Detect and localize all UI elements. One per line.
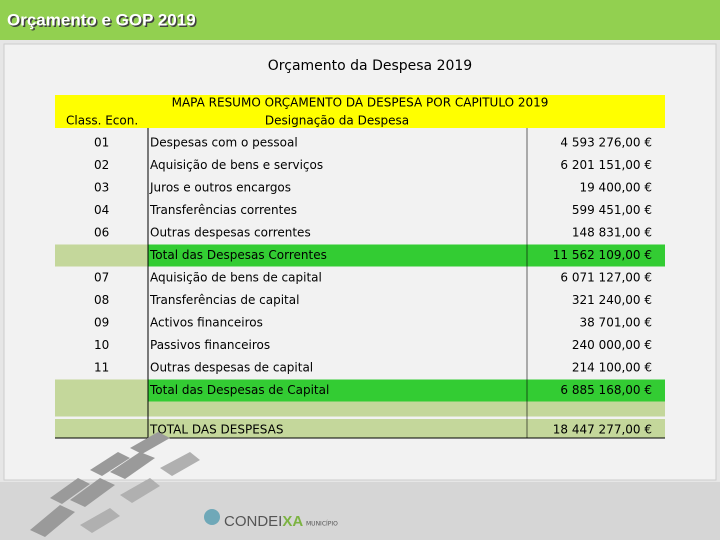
class-code: 07	[94, 271, 109, 285]
subtotal-band	[148, 379, 665, 402]
class-code: 09	[94, 316, 109, 330]
description: Outras despesas correntes	[150, 226, 311, 240]
description: Juros e outros encargos	[149, 181, 291, 195]
amount: 11 562 109,00 €	[553, 248, 652, 262]
logo-sub: MUNICÍPIO	[306, 521, 338, 528]
caption-band	[55, 95, 665, 128]
amount: 38 701,00 €	[579, 316, 652, 330]
class-code: 04	[94, 203, 109, 217]
amount: 148 831,00 €	[572, 226, 652, 240]
subtotal-band	[148, 244, 665, 267]
column-header: Class. Econ.	[66, 114, 138, 128]
slide-title: Orçamento da Despesa 2019	[268, 58, 472, 74]
class-code: 01	[94, 136, 109, 150]
logo-text: CONDEIXA	[224, 513, 303, 530]
description: Passivos financeiros	[150, 338, 270, 352]
description: Aquisição de bens e serviços	[150, 158, 323, 172]
class-code: 11	[94, 361, 109, 375]
amount: 6 071 127,00 €	[560, 271, 652, 285]
amount: 19 400,00 €	[579, 181, 652, 195]
description: Total das Despesas de Capital	[149, 383, 329, 397]
description: Transferências de capital	[149, 293, 299, 307]
header-bar	[0, 0, 720, 40]
class-code: 06	[94, 226, 109, 240]
logo-pattern	[30, 432, 220, 537]
class-code: 02	[94, 158, 109, 172]
header-shadow: Orçamento e GOP 2019	[9, 12, 198, 31]
description: Total das Despesas Correntes	[149, 248, 327, 262]
amount: 6 885 168,00 €	[560, 383, 652, 397]
class-code: 10	[94, 338, 109, 352]
description: Activos financeiros	[150, 316, 263, 330]
description: Despesas com o pessoal	[150, 136, 298, 150]
column-header: Designação da Despesa	[265, 114, 409, 128]
footer	[0, 482, 720, 540]
class-code: 03	[94, 181, 109, 195]
amount: 599 451,00 €	[572, 203, 652, 217]
subtotal-band-light	[55, 379, 148, 402]
logo-part: XA	[282, 513, 303, 530]
amount: 6 201 151,00 €	[560, 158, 652, 172]
subtotal-band-light	[55, 244, 148, 267]
description: Outras despesas de capital	[150, 361, 313, 375]
spacer-band	[55, 401, 665, 417]
class-code: 08	[94, 293, 109, 307]
table: MAPA RESUMO ORÇAMENTO DA DESPESA POR CAP…	[55, 95, 665, 439]
amount: 240 000,00 €	[572, 338, 652, 352]
amount: 18 447 277,00 €	[553, 423, 652, 437]
description: TOTAL DAS DESPESAS	[149, 423, 283, 437]
description: Aquisição de bens de capital	[150, 271, 322, 285]
description: Transferências correntes	[149, 203, 297, 217]
amount: 321 240,00 €	[572, 293, 652, 307]
logo-part: CONDEI	[224, 513, 282, 530]
amount: 4 593 276,00 €	[560, 136, 652, 150]
header-title: Orçamento e GOP 2019	[7, 10, 196, 29]
grand-total-band	[55, 419, 665, 438]
amount: 214 100,00 €	[572, 361, 652, 375]
table-caption: MAPA RESUMO ORÇAMENTO DA DESPESA POR CAP…	[172, 96, 549, 110]
